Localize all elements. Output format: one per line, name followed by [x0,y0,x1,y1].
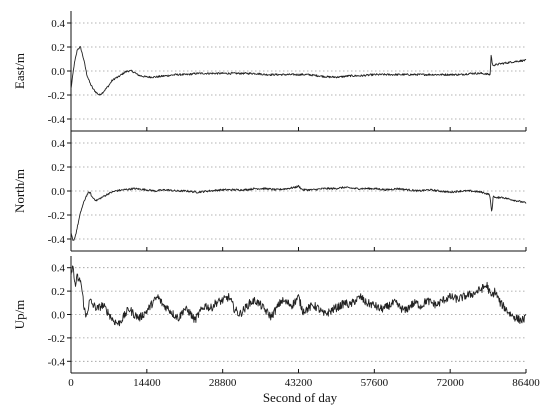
y-tick-label-2-4: 0.4 [51,138,65,150]
y-tick-label-3-2: 0.0 [51,310,65,322]
x-tick-label-5: 72000 [436,377,464,389]
y-tick-label-2-2: 0.0 [51,186,65,198]
x-tick-label-2: 28800 [209,377,237,389]
y-tick-label-1-0: -0.4 [48,114,66,126]
x-tick-label-4: 57600 [361,377,389,389]
x-tick-label-1: 14400 [133,377,161,389]
y-tick-label-2-1: -0.2 [48,210,65,222]
x-tick-label-0: 0 [68,377,74,389]
y-tick-label-1-3: 0.2 [51,42,65,54]
y-tick-label-3-4: 0.4 [51,263,65,275]
y-tick-label-1-1: -0.2 [48,90,65,102]
y-tick-label-3-1: -0.2 [48,333,65,345]
x-tick-label-6: 86400 [512,377,540,389]
y-tick-label-3-0: -0.4 [48,356,66,368]
panel-1: -0.4 -0.2 0.0 0.2 0.4 East/m [12,11,527,132]
panel-3: -0.4 -0.2 0.0 0.2 0.4 0 14400 28800 43200 57600 72… [12,256,540,389]
x-tick-label-3: 43200 [285,377,313,389]
panel-2: -0.4 -0.2 0.0 0.2 0.4 North/m [12,131,527,252]
series-line-2-0 [70,184,527,241]
y-axis-title-2: North/m [12,169,27,213]
panels-group: -0.4 -0.2 0.0 0.2 0.4 East/m -0.4 -0.2 0.0 0.2 0.4… [12,11,540,389]
y-axis-title-3: Up/m [12,300,27,330]
series-line-3-0 [70,265,527,327]
series-line-1-0 [70,46,527,96]
y-tick-label-1-4: 0.4 [51,18,65,30]
y-tick-label-2-0: -0.4 [48,234,66,246]
x-axis-title: Second of day [263,390,338,405]
y-tick-label-1-2: 0.0 [51,66,65,78]
y-tick-label-3-3: 0.2 [51,286,65,298]
y-tick-label-2-3: 0.2 [51,162,65,174]
y-axis-title-1: East/m [12,53,27,89]
